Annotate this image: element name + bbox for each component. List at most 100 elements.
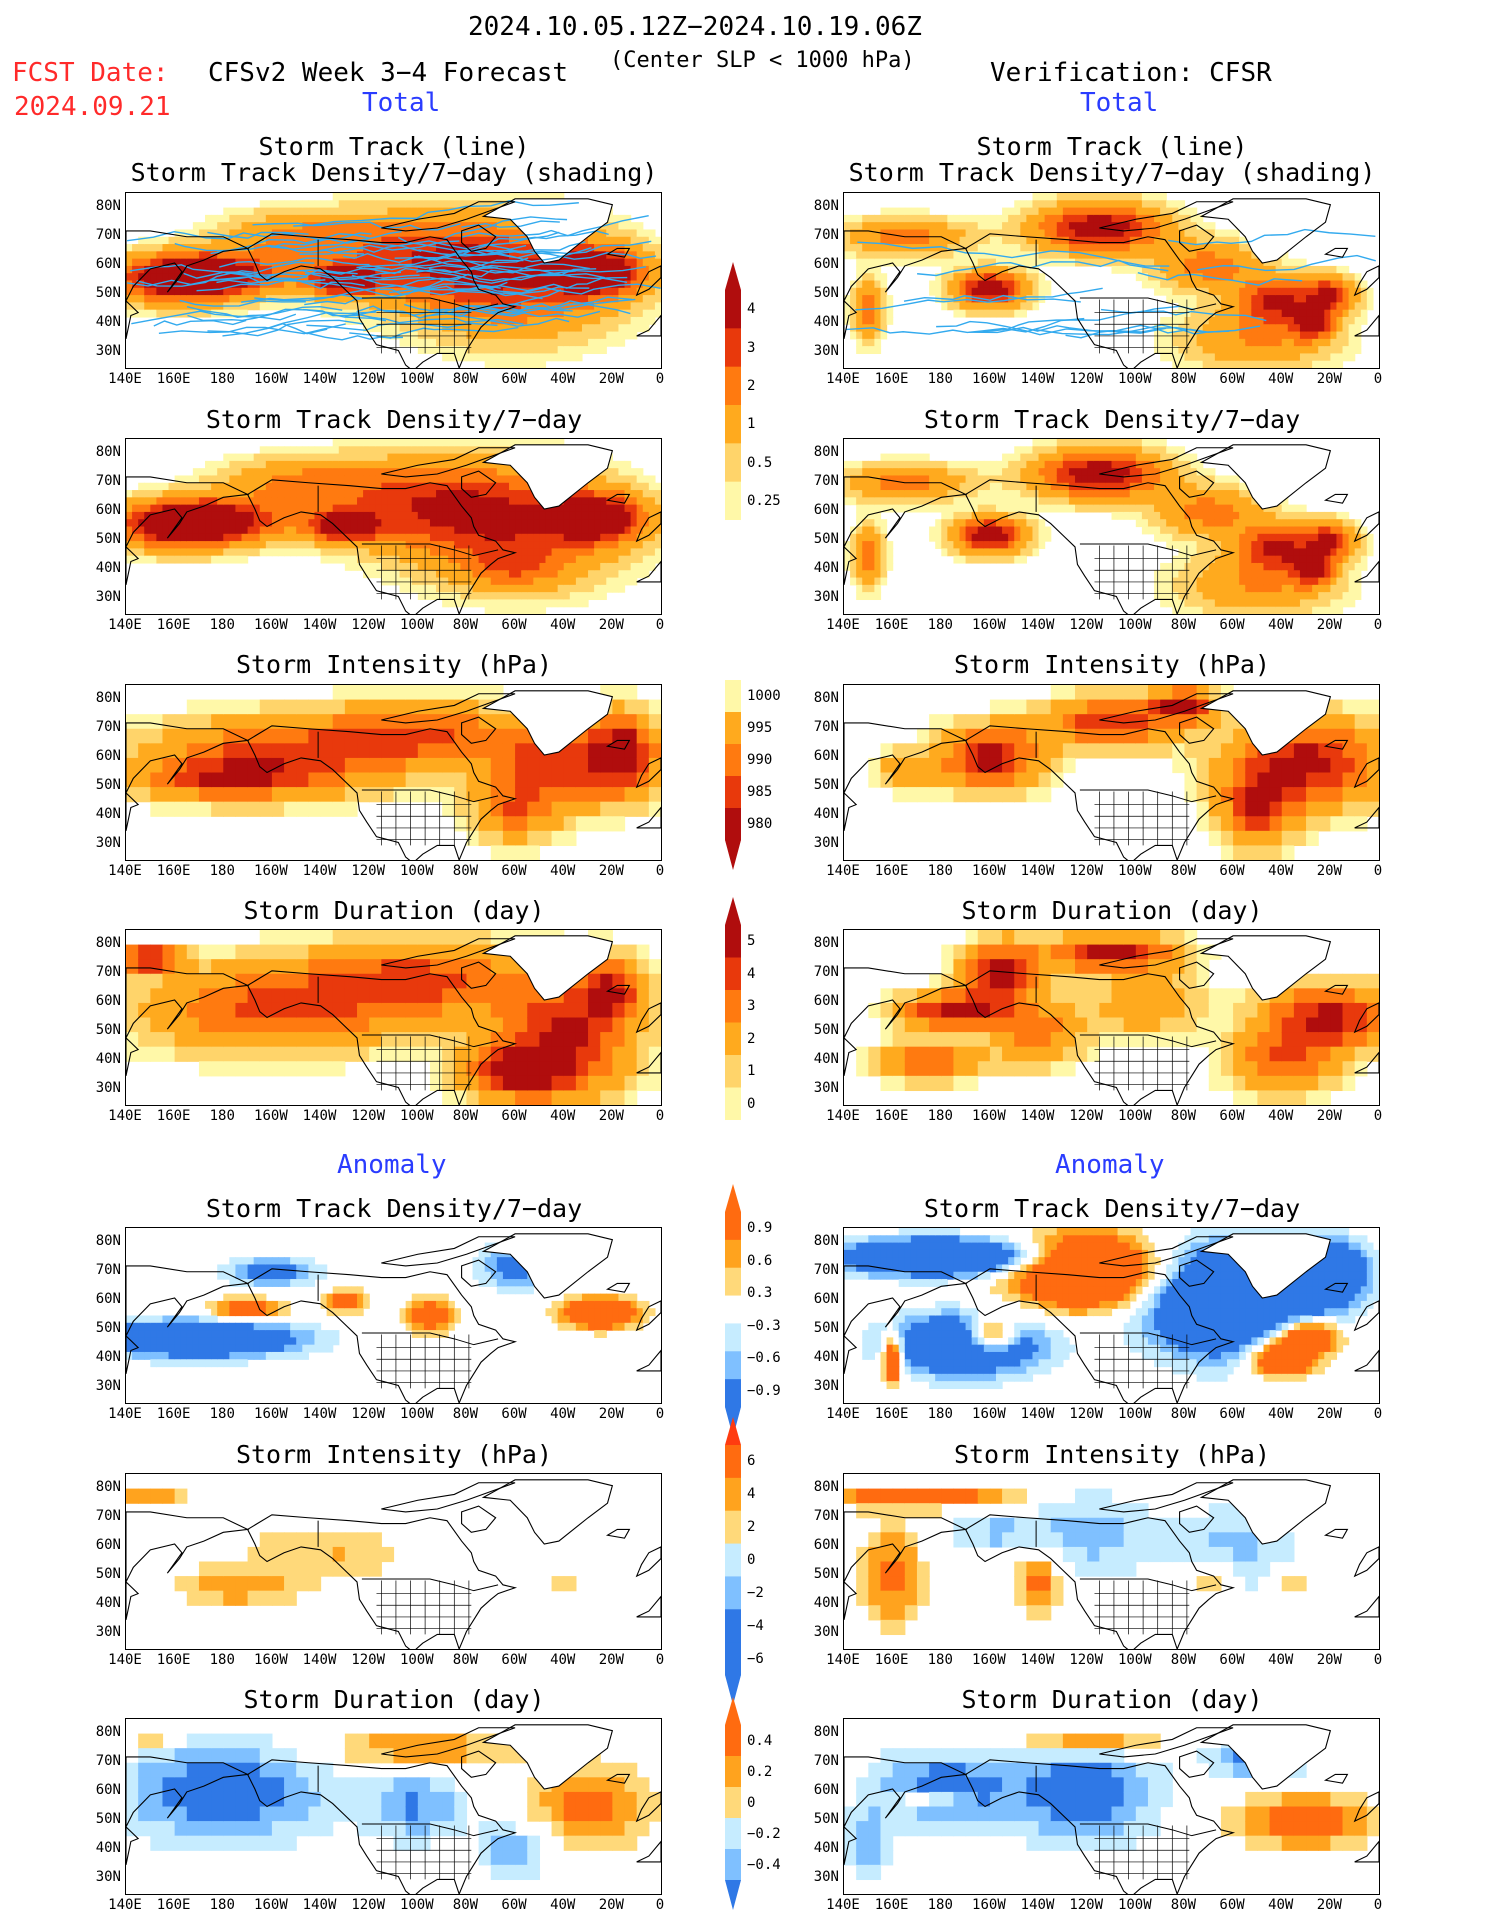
lat-label: 50N [813, 1811, 839, 1828]
coastline [636, 314, 661, 337]
lat-label: 70N [95, 472, 121, 489]
map-canvas-duration-right [844, 930, 1379, 1105]
map-canvas-duration-anom-left [126, 1724, 661, 1894]
lon-label: 40W [550, 371, 576, 387]
lon-label: 140W [1020, 371, 1055, 387]
title-duration-anom-right: Storm Duration (day) [961, 1685, 1263, 1714]
lon-label: 80W [1170, 863, 1197, 879]
lon-label: 160E [874, 863, 909, 879]
map-canvas-intensity-anom-right [844, 1479, 1379, 1649]
map-canvas-track-left [126, 193, 661, 368]
lon-label: 160W [972, 617, 1006, 633]
lon-label: 40W [1268, 1652, 1294, 1668]
lat-label: 60N [813, 992, 839, 1009]
lat-label: 40N [813, 1349, 839, 1366]
colorbar-label: −4 [747, 1617, 764, 1634]
coastline [1353, 1546, 1379, 1578]
lon-label: 60W [1219, 1108, 1245, 1124]
lon-label: 100W [399, 1406, 434, 1422]
lon-label: 80W [1170, 371, 1197, 387]
coastline [635, 757, 661, 789]
coastline [1323, 739, 1349, 750]
colorbar-label: −6 [747, 1650, 764, 1667]
lon-label: 0 [655, 371, 665, 387]
lon-label: 40W [550, 617, 576, 633]
lon-label: 20W [598, 1406, 624, 1422]
lon-label: 160W [254, 863, 288, 879]
lon-label: 20W [1316, 1108, 1342, 1124]
lon-label: 160E [874, 1897, 909, 1913]
lat-label: 80N [95, 1232, 121, 1249]
coastline [1099, 693, 1234, 724]
coastline [381, 1482, 516, 1513]
lon-label: 120W [351, 1652, 386, 1668]
lon-label: 100W [1117, 371, 1152, 387]
coastline [1199, 1479, 1332, 1545]
colorbar-label: 0.2 [747, 1763, 773, 1780]
coastline [481, 198, 614, 264]
colorbar-label: 995 [747, 720, 773, 736]
lon-label: 180 [209, 617, 235, 633]
coastline [381, 1727, 516, 1758]
lon-label: 120W [1069, 1652, 1104, 1668]
coastline [964, 1759, 1236, 1894]
lon-label: 20W [598, 1108, 624, 1124]
coastline [461, 961, 497, 989]
lon-label: 160W [972, 1652, 1006, 1668]
coastline [381, 447, 516, 478]
lon-label: 140E [108, 1652, 142, 1668]
lon-label: 140E [826, 617, 860, 633]
colorbar-label: −0.2 [747, 1825, 781, 1842]
lat-label: 70N [813, 963, 839, 980]
lon-label: 160E [156, 617, 191, 633]
coastline [844, 476, 968, 585]
lon-label: 120W [1069, 371, 1104, 387]
lon-label: 0 [655, 863, 665, 879]
lon-label: 80W [452, 1897, 479, 1913]
lat-label: 30N [95, 343, 121, 360]
coastline [1179, 470, 1215, 498]
lon-label: 0 [1373, 1652, 1383, 1668]
lon-label: 120W [1069, 863, 1104, 879]
coastline [1323, 493, 1349, 504]
map-canvas-density-anom-left [126, 1233, 661, 1403]
coastline [1353, 1002, 1379, 1034]
lat-label: 80N [813, 1723, 839, 1740]
colorbar-label: −0.4 [747, 1856, 781, 1873]
lon-label: 40W [550, 1652, 576, 1668]
colorbar-label: 0.4 [747, 1732, 773, 1749]
lon-label: 20W [598, 1897, 624, 1913]
lon-label: 160W [972, 1897, 1006, 1913]
colorbar-label: 4 [747, 1486, 756, 1503]
total-label-right: Total [1080, 88, 1159, 118]
colorbar-label: 0.25 [747, 492, 781, 509]
lat-label: 50N [813, 777, 839, 794]
coastline [481, 935, 614, 1001]
lon-label: 80W [1170, 1897, 1197, 1913]
anomaly-label-right: Anomaly [1055, 1150, 1165, 1180]
lon-label: 20W [598, 371, 624, 387]
lon-label: 160W [972, 863, 1006, 879]
lon-label: 40W [550, 1108, 576, 1124]
lon-label: 140W [302, 1406, 337, 1422]
colorbar-label: 4 [747, 301, 756, 318]
lon-label: 160W [254, 1108, 288, 1124]
lon-label: 140E [108, 1897, 142, 1913]
lon-label: 160E [156, 1406, 191, 1422]
title-intensity-anom-right: Storm Intensity (hPa) [953, 1440, 1271, 1469]
lon-label: 20W [1316, 1897, 1342, 1913]
coastline [635, 1546, 661, 1578]
coastline [246, 1759, 518, 1894]
lon-label: 20W [1316, 863, 1342, 879]
period-title: 2024.10.05.12Z−2024.10.19.06Z [468, 12, 922, 42]
lat-label: 50N [813, 1320, 839, 1337]
coastline [461, 1259, 497, 1287]
title-density-left: Storm Track Density/7−day [205, 405, 583, 434]
lon-label: 180 [209, 1897, 235, 1913]
lon-label: 20W [1316, 617, 1342, 633]
colorbar-label: −0.9 [747, 1382, 781, 1399]
title-intensity-right: Storm Intensity (hPa) [953, 650, 1271, 679]
lat-label: 80N [95, 443, 121, 460]
lat-label: 70N [95, 1752, 121, 1769]
coastline [381, 201, 516, 232]
